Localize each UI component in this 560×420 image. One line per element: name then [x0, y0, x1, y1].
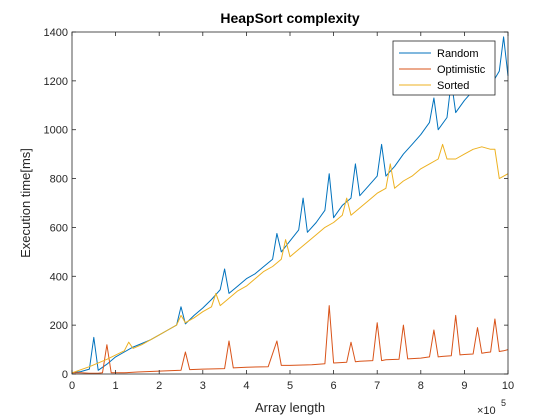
x-exponent-power: 5 [501, 398, 506, 408]
y-tick-label: 0 [62, 369, 68, 381]
x-tick-label: 5 [287, 380, 293, 392]
x-tick-label: 4 [243, 380, 249, 392]
chart-title: HeapSort complexity [220, 10, 359, 26]
x-tick-label: 2 [156, 380, 162, 392]
x-tick-label: 1 [113, 380, 119, 392]
x-tick-label: 9 [461, 380, 467, 392]
y-tick-label: 1200 [44, 76, 68, 88]
x-tick-label: 0 [69, 380, 75, 392]
legend-label-optimistic: Optimistic [437, 64, 486, 76]
x-tick-label: 3 [200, 380, 206, 392]
x-tick-label: 6 [331, 380, 337, 392]
x-tick-label: 10 [502, 380, 514, 392]
y-tick-label: 800 [50, 174, 68, 186]
y-tick-label: 1400 [44, 27, 68, 39]
legend: Random Optimistic Sorted [392, 40, 496, 96]
legend-label-random: Random [437, 48, 479, 60]
y-tick-label: 200 [50, 320, 68, 332]
x-tick-label: 7 [374, 380, 380, 392]
y-tick-label: 400 [50, 271, 68, 283]
y-tick-label: 600 [50, 222, 68, 234]
legend-entries: Random Optimistic Sorted [399, 48, 486, 92]
x-axis-label: Array length [255, 400, 325, 415]
x-tick-label: 8 [418, 380, 424, 392]
y-tick-label: 1000 [44, 125, 68, 137]
series-line-sorted [71, 143, 509, 374]
x-exponent-base: ×10 [477, 405, 496, 417]
legend-box [392, 40, 496, 96]
x-axis-ticks: 0 1 2 3 4 5 6 7 8 9 10 [69, 32, 514, 392]
y-axis-ticks: 0 200 400 600 800 1000 1200 1400 [44, 27, 508, 381]
y-axis-label: Execution time[ms] [18, 148, 33, 258]
legend-label-sorted: Sorted [437, 80, 469, 92]
